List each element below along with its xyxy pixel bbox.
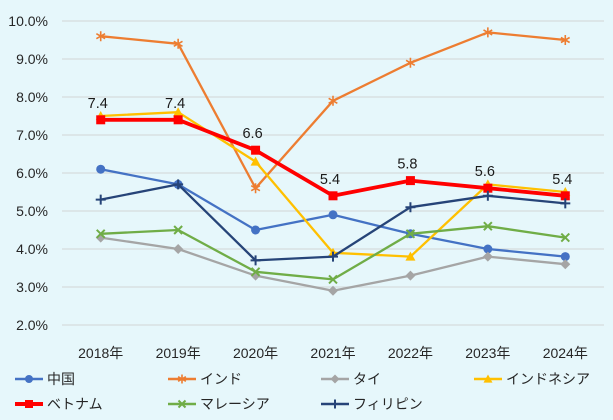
plus-marker (173, 179, 184, 190)
data-label: 5.6 (475, 164, 495, 180)
data-labels-vietnam: 7.4 7.4 6.6 5.4 5.8 5.6 5.4 (88, 96, 573, 188)
series-philippines (95, 179, 571, 266)
circle-marker (96, 164, 106, 174)
square-marker (405, 176, 415, 186)
legend-item-malaysia: マレーシア (168, 396, 270, 412)
x-marker (250, 267, 261, 277)
x-marker (483, 221, 493, 231)
legend-item-indonesia: インドネシア (474, 371, 590, 387)
circle-marker (328, 210, 338, 220)
data-label: 5.4 (320, 172, 340, 188)
circle-marker (251, 225, 261, 235)
x-tick-label: 2021年 (310, 345, 355, 361)
asterisk-marker (483, 27, 493, 38)
legend-item-china: 中国 (15, 371, 75, 387)
data-label: 7.4 (88, 96, 108, 112)
y-tick-label: 3.0% (16, 279, 48, 295)
circle-marker (483, 244, 493, 254)
series-thailand (95, 232, 571, 296)
circle-marker (560, 252, 570, 262)
plus-marker (405, 202, 416, 213)
legend-label-malaysia: マレーシア (200, 396, 270, 412)
diamond-marker (405, 270, 416, 281)
legend-label-china: 中国 (47, 371, 75, 387)
plus-marker (95, 194, 106, 205)
triangle-marker (250, 156, 261, 166)
plus-marker (560, 198, 571, 209)
y-tick-label: 8.0% (16, 89, 48, 105)
x-tick-label: 2023年 (465, 345, 510, 361)
plus-marker (250, 255, 261, 266)
x-marker (560, 232, 570, 243)
x-tick-label: 2020年 (233, 345, 278, 361)
data-label: 5.4 (552, 172, 572, 188)
y-tick-label: 5.0% (16, 203, 48, 219)
plus-marker (328, 251, 338, 262)
y-tick-label: 6.0% (16, 165, 48, 181)
x-marker (173, 225, 183, 235)
asterisk-marker (405, 57, 416, 68)
triangle-marker (405, 251, 416, 261)
data-label: 5.8 (397, 157, 417, 173)
legend-label-vietnam: ベトナム (47, 396, 103, 412)
triangle-marker (173, 107, 184, 117)
diamond-marker (330, 374, 340, 384)
x-tick-label: 2019年 (156, 345, 201, 361)
square-marker (25, 400, 33, 408)
series-vietnam (96, 115, 570, 201)
asterisk-marker (560, 35, 571, 45)
x-marker (177, 399, 187, 409)
square-marker (328, 191, 338, 201)
series-line-thailand (99, 236, 567, 292)
y-tick-label: 4.0% (16, 241, 48, 257)
x-axis-category-labels: 2018年 2019年 2020年 2021年 2022年 2023年 2024年 (78, 345, 588, 361)
y-tick-label: 10.0% (8, 13, 48, 29)
legend-label-philippines: フィリピン (353, 396, 423, 412)
legend-label-indonesia: インドネシア (506, 371, 590, 387)
series-malaysia (96, 221, 570, 285)
y-tick-label: 2.0% (16, 317, 48, 333)
y-axis-tick-labels: 10.0% 9.0% 8.0% 7.0% 6.0% 5.0% 4.0% 3.0% 2.0% (8, 13, 48, 333)
y-tick-label: 9.0% (16, 51, 48, 67)
legend-item-thailand: タイ (321, 371, 381, 387)
asterisk-marker (328, 95, 338, 106)
legend-item-vietnam: ベトナム (15, 396, 103, 412)
square-marker (173, 115, 183, 125)
y-tick-label: 7.0% (16, 127, 48, 143)
asterisk-marker (177, 374, 187, 384)
circle-marker (25, 375, 33, 383)
square-marker (96, 115, 106, 125)
asterisk-marker (95, 31, 106, 42)
legend-label-india: インド (200, 371, 242, 387)
square-marker (251, 145, 261, 155)
x-marker (405, 229, 416, 239)
diamond-marker (328, 285, 338, 296)
asterisk-marker (250, 183, 261, 194)
legend-item-philippines: フィリピン (321, 396, 423, 412)
triangle-marker (483, 374, 493, 383)
series-india (95, 27, 571, 194)
square-marker (483, 183, 493, 193)
x-tick-label: 2018年 (78, 345, 123, 361)
x-marker (96, 229, 106, 239)
square-marker (560, 191, 570, 201)
plus-marker (482, 190, 493, 201)
x-tick-label: 2024年 (543, 345, 588, 361)
data-label: 6.6 (242, 126, 262, 142)
legend-item-india: インド (168, 371, 242, 387)
diamond-marker (173, 244, 184, 254)
diamond-marker (482, 251, 493, 262)
x-tick-label: 2022年 (388, 345, 433, 361)
legend-label-thailand: タイ (353, 371, 381, 387)
diamond-marker (560, 259, 571, 270)
plus-marker (330, 399, 340, 409)
asterisk-marker (173, 38, 183, 49)
x-marker (328, 274, 338, 285)
data-label: 7.4 (165, 96, 185, 112)
